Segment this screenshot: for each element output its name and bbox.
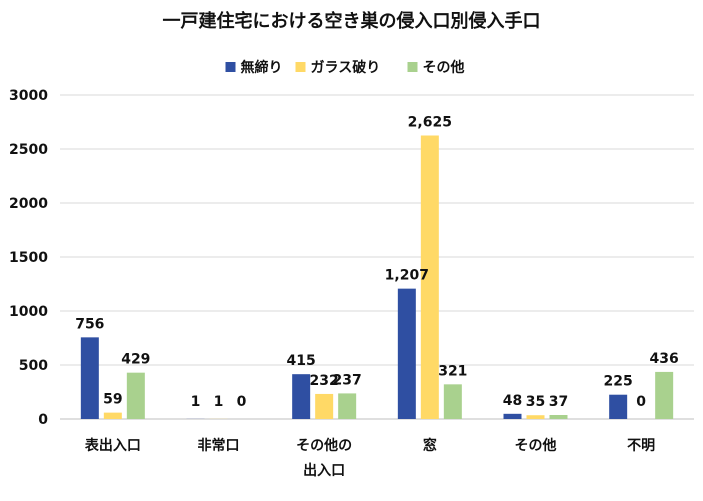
data-label-3-2: 232 (310, 373, 339, 389)
y-tick-label-3000: 3000 (9, 88, 48, 104)
legend-label-3: その他 (423, 59, 465, 76)
data-label-6-3: 436 (650, 351, 679, 367)
x-tick-label-4: 窓 (423, 437, 437, 454)
legend-label-1: 無締り (241, 59, 283, 76)
x-tick-line-4-1: 窓 (423, 437, 437, 454)
bar-3-3 (338, 393, 357, 419)
data-label-2-3: 0 (237, 394, 247, 410)
data-label-5-3: 37 (549, 394, 568, 410)
grid (60, 94, 694, 420)
data-label-1-2: 59 (103, 392, 122, 408)
x-tick-line-3-1: その他の (296, 437, 352, 454)
data-label-4-3: 321 (438, 363, 467, 379)
bars (80, 135, 674, 419)
data-label-2-2: 1 (214, 394, 224, 410)
bar-5-2 (526, 415, 545, 419)
x-tick-label-5: その他 (515, 437, 557, 454)
legend-label-2: ガラス破り (311, 59, 381, 76)
data-label-3-3: 237 (333, 372, 362, 388)
legend-swatch-2 (295, 62, 306, 72)
data-label-4-2: 2,625 (408, 115, 452, 131)
bar-5-1 (503, 413, 522, 419)
legend-swatch-3 (407, 62, 418, 72)
data-label-5-2: 35 (526, 394, 545, 410)
x-tick-line-6-1: 不明 (627, 438, 655, 454)
data-label-1-1: 756 (75, 316, 104, 332)
x-tick-label-2: 非常口 (198, 437, 240, 454)
bar-4-1 (397, 288, 416, 419)
x-tick-line-2-1: 非常口 (198, 437, 240, 454)
x-tick-line-5-1: その他 (515, 437, 557, 454)
bar-1-3 (126, 372, 145, 419)
y-tick-label-2500: 2500 (9, 142, 48, 158)
bar-3-1 (292, 374, 311, 419)
bar-5-3 (549, 415, 568, 419)
y-axis: 0 500 1000 1500 2000 2500 3000 (9, 88, 48, 428)
x-axis: 表出入口 非常口 その他の出入口 窓 その他 不明 (84, 437, 655, 479)
data-label-4-1: 1,207 (385, 268, 429, 284)
bar-1-2 (103, 412, 122, 419)
data-label-1-3: 429 (121, 352, 150, 368)
bar-6-3 (655, 371, 674, 419)
y-tick-label-1500: 1500 (9, 250, 48, 266)
x-tick-label-6: 不明 (627, 438, 655, 454)
bar-4-2 (420, 135, 439, 419)
legend-swatch-1 (225, 62, 236, 72)
y-tick-label-500: 500 (19, 358, 48, 374)
bar-4-3 (443, 384, 462, 419)
x-tick-line-1-1: 表出入口 (84, 437, 141, 454)
x-tick-line-3-2: 出入口 (303, 462, 345, 479)
chart-title: 一戸建住宅における空き巣の侵入口別侵入手口 (163, 10, 541, 32)
x-tick-label-1: 表出入口 (84, 437, 141, 454)
data-label-3-1: 415 (287, 353, 316, 369)
data-label-2-1: 1 (191, 394, 201, 410)
bar-6-1 (609, 394, 628, 419)
y-tick-label-2000: 2000 (9, 196, 48, 212)
bar-1-1 (80, 337, 99, 419)
y-tick-label-1000: 1000 (9, 304, 48, 320)
y-tick-label-0: 0 (38, 412, 48, 428)
data-label-6-2: 0 (636, 394, 646, 410)
x-tick-label-3: その他の出入口 (296, 437, 352, 479)
bar-3-2 (315, 393, 334, 419)
data-label-6-1: 225 (604, 374, 633, 390)
legend: 無締り ガラス破り その他 (225, 59, 465, 76)
data-label-5-1: 48 (503, 393, 522, 409)
